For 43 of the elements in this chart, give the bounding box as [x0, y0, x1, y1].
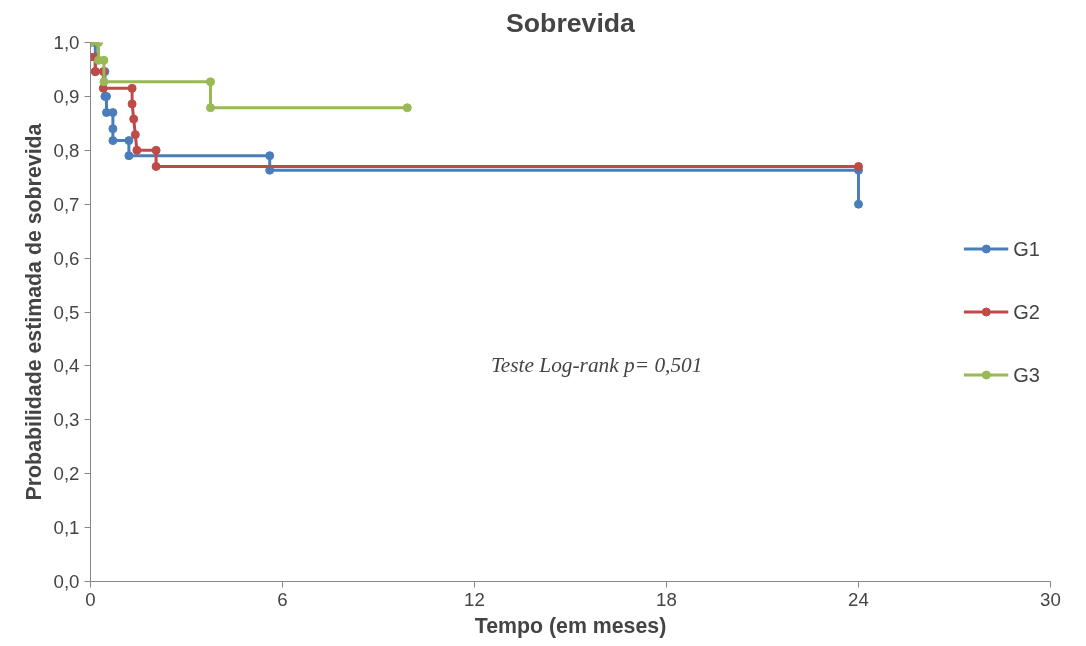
chart-title: Sobrevida: [506, 7, 636, 38]
x-tick-label: 0: [85, 588, 96, 610]
point: [99, 77, 109, 87]
legend-label: G3: [1013, 363, 1040, 386]
point: [127, 83, 137, 93]
y-axis-title: Probabilidade estimada de sobrevida: [21, 123, 46, 501]
y-tick-label: 1,0: [53, 32, 80, 53]
x-tick-label: 30: [1040, 588, 1061, 610]
y-tick-label: 0,5: [53, 301, 80, 323]
point: [265, 151, 275, 161]
y-tick-label: 0,9: [53, 85, 80, 107]
point: [124, 136, 134, 146]
x-tick-label: 24: [848, 588, 869, 610]
x-tick-label: 12: [464, 588, 485, 610]
y-tick-label: 0,3: [53, 409, 80, 431]
point: [127, 99, 137, 109]
point: [206, 77, 215, 87]
y-tick-label: 0,6: [53, 247, 80, 269]
point: [151, 145, 161, 155]
y-tick-label: 0,8: [53, 139, 80, 161]
point: [402, 103, 412, 113]
legend-label: G2: [1013, 300, 1040, 323]
x-axis-title: Tempo (em meses): [474, 613, 667, 638]
point: [124, 151, 134, 161]
y-tick-label: 0,7: [53, 193, 80, 215]
y-tick-label: 0,4: [53, 355, 80, 377]
point: [108, 136, 118, 146]
point: [206, 103, 215, 113]
point: [854, 199, 863, 209]
legend-label: G1: [1013, 237, 1040, 260]
point: [132, 145, 142, 155]
point: [129, 114, 139, 124]
x-tick-label: 18: [656, 588, 677, 610]
y-tick-label: 0,2: [53, 463, 80, 485]
point: [108, 108, 118, 118]
y-tick-label: 0,1: [53, 517, 80, 539]
x-tick-label: 6: [277, 588, 288, 610]
y-tick-label: 0,0: [53, 571, 80, 592]
point: [108, 124, 118, 134]
point: [151, 161, 161, 171]
annotation: Teste Log-rank p= 0,501: [490, 352, 703, 377]
point: [854, 161, 863, 171]
point: [130, 130, 140, 140]
